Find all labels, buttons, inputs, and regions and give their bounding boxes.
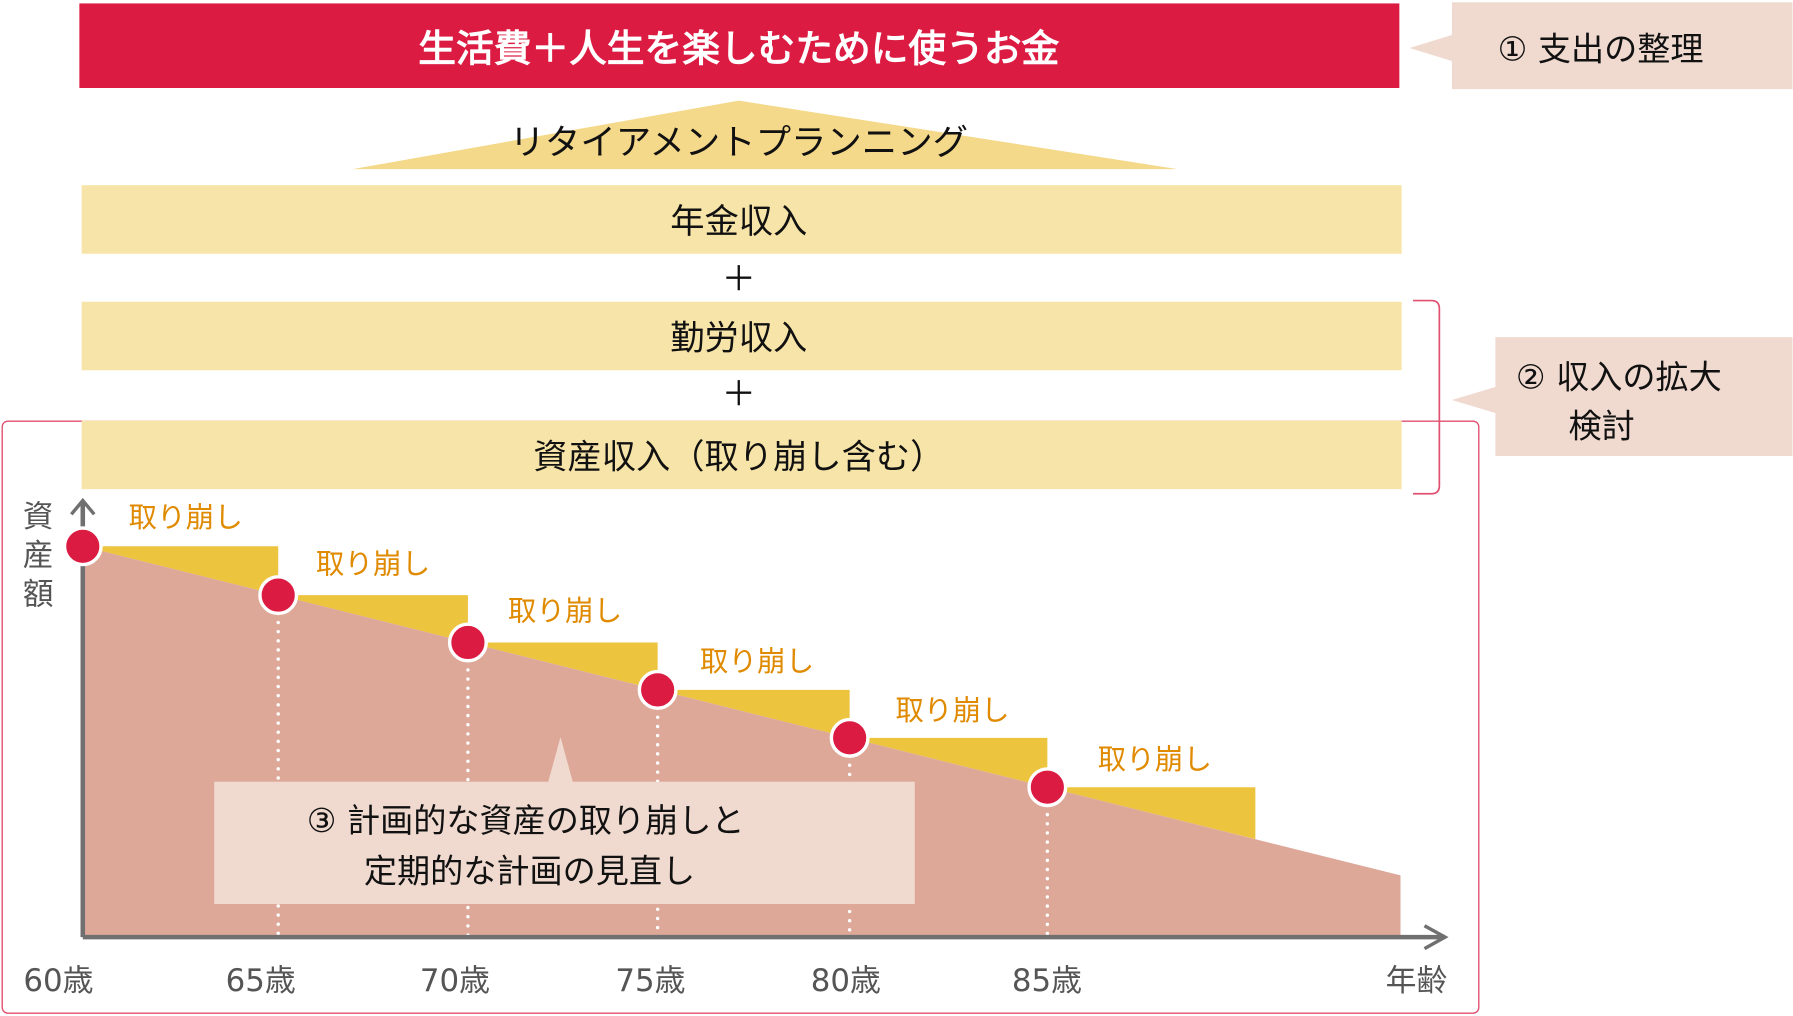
y-axis-label-3: 額 — [23, 577, 54, 613]
callout-income — [1495, 337, 1793, 456]
age-label-85: 85歳 — [1012, 963, 1082, 999]
callout-income-text-1: ② 収入の拡大 — [1516, 358, 1722, 397]
age-label-60: 60歳 — [23, 963, 93, 999]
callout-expenses-text: ① 支出の整理 — [1498, 30, 1704, 69]
drawdown-label: 取り崩し — [316, 547, 430, 581]
asset-income-bar — [81, 420, 1402, 490]
drawdown-label: 取り崩し — [508, 594, 622, 628]
asset-income-label: 資産収入（取り崩し含む） — [533, 438, 944, 478]
plus-sign: ＋ — [722, 259, 756, 299]
pension-income-bar — [81, 185, 1402, 254]
asset-point — [1027, 767, 1068, 808]
x-axis-label: 年齢 — [1386, 963, 1448, 999]
callout-pointer — [1409, 34, 1455, 62]
age-label-65: 65歳 — [226, 963, 296, 999]
callout-drawdown-text-2: 定期的な計画の見直し — [364, 851, 695, 890]
drawdown-step — [657, 689, 850, 738]
asset-point — [62, 526, 103, 567]
header-bar — [79, 3, 1400, 88]
y-axis-label-1: 資 — [23, 499, 54, 535]
y-axis-label-2: 産 — [23, 538, 54, 574]
income-bracket — [1413, 299, 1441, 495]
pension-income-label: 年金収入 — [670, 202, 807, 242]
drawdown-label: 取り崩し — [128, 500, 242, 534]
work-income-label: 勤労収入 — [670, 319, 807, 359]
callout-income-text-2: 検討 — [1569, 407, 1635, 446]
age-label-70: 70歳 — [420, 963, 490, 999]
callout-pointer — [547, 737, 574, 783]
asset-point — [637, 669, 678, 710]
planning-triangle — [352, 100, 1178, 170]
plus-sign: ＋ — [722, 375, 756, 415]
planning-title: リタイアメントプランニング — [510, 122, 969, 163]
work-income-bar — [81, 301, 1402, 371]
asset-point — [829, 717, 870, 758]
header-title: 生活費＋人生を楽しむために使うお金 — [418, 27, 1059, 71]
age-label-75: 75歳 — [615, 963, 685, 999]
age-label-80: 80歳 — [811, 963, 881, 999]
drawdown-label: 取り崩し — [1098, 742, 1212, 776]
y-axis-arrow-icon — [70, 497, 96, 516]
drawdown-label: 取り崩し — [895, 693, 1009, 727]
asset-point — [447, 622, 488, 663]
x-axis-arrow-icon — [1423, 924, 1449, 951]
callout-drawdown-text-1: ③ 計画的な資産の取り崩しと — [307, 801, 745, 840]
drawdown-label: 取り崩し — [700, 644, 814, 678]
asset-point — [258, 575, 299, 616]
callout-drawdown — [214, 781, 915, 904]
callout-pointer — [1451, 386, 1498, 414]
callout-expenses — [1451, 2, 1793, 90]
